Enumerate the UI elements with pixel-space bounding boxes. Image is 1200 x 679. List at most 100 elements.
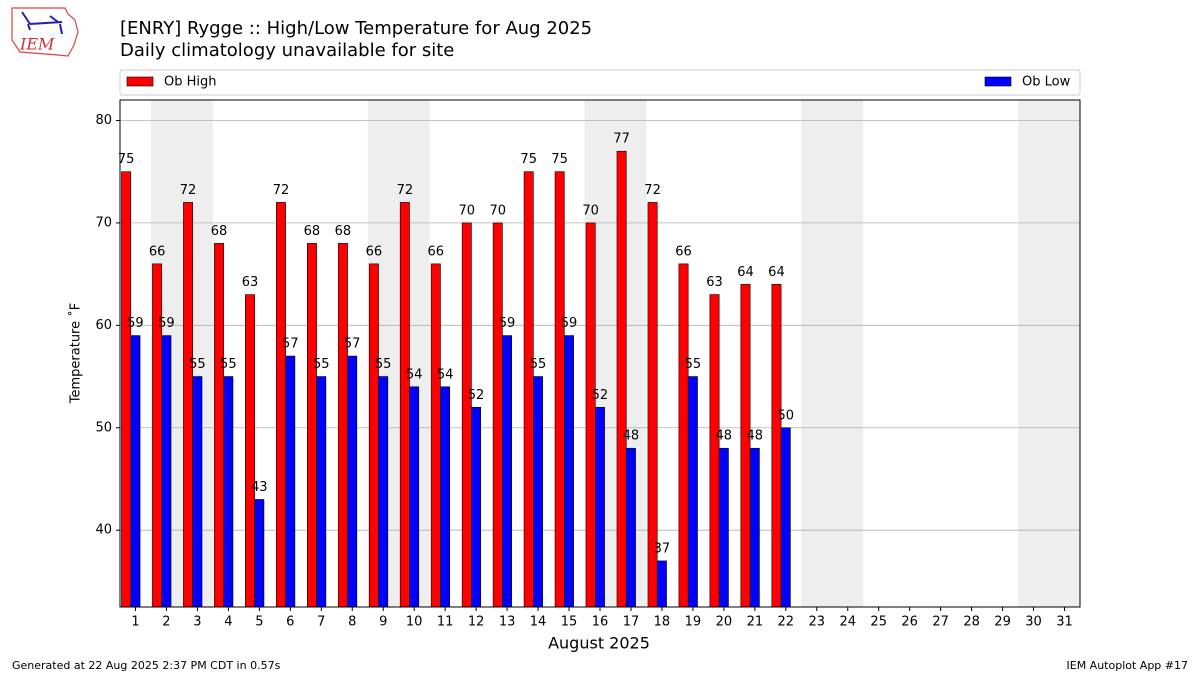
x-tick-label: 14 — [530, 615, 547, 630]
data-label: 72 — [644, 183, 661, 198]
x-tick-label: 1 — [131, 615, 139, 630]
data-label: 52 — [468, 388, 485, 403]
bar — [780, 427, 791, 608]
x-tick-label: 5 — [255, 615, 263, 630]
data-label: 55 — [685, 357, 702, 372]
x-tick-label: 24 — [839, 615, 856, 630]
x-tick-label: 21 — [747, 615, 764, 630]
legend-swatch — [126, 76, 154, 87]
x-tick-label: 17 — [623, 615, 640, 630]
data-label: 59 — [561, 316, 578, 331]
bar — [492, 222, 503, 608]
data-label: 57 — [282, 337, 299, 352]
data-label: 55 — [313, 357, 330, 372]
bar — [687, 376, 698, 608]
bar — [461, 222, 472, 608]
bar — [585, 222, 596, 608]
x-tick-label: 30 — [1025, 615, 1042, 630]
data-label: 54 — [406, 367, 423, 382]
logo-text: IEM — [19, 35, 55, 54]
bar — [771, 284, 782, 608]
legend-swatch — [984, 76, 1012, 87]
data-label: 59 — [499, 316, 516, 331]
data-label: 57 — [344, 337, 361, 352]
legend-label: Ob Low — [1022, 75, 1071, 90]
bar — [316, 376, 327, 608]
data-label: 77 — [613, 132, 630, 147]
x-tick-label: 15 — [561, 615, 578, 630]
data-label: 70 — [459, 203, 476, 218]
data-label: 68 — [335, 224, 352, 239]
x-tick-label: 31 — [1056, 615, 1073, 630]
bar — [183, 202, 194, 608]
data-label: 72 — [397, 183, 414, 198]
bar — [130, 335, 141, 608]
data-label: 68 — [304, 224, 321, 239]
bar — [718, 447, 729, 608]
data-label: 66 — [675, 244, 692, 259]
chart-title: [ENRY] Rygge :: High/Low Temperature for… — [120, 18, 592, 39]
data-label: 48 — [623, 429, 640, 444]
x-tick-label: 4 — [224, 615, 232, 630]
x-tick-label: 29 — [994, 615, 1011, 630]
x-tick-label: 19 — [685, 615, 702, 630]
bar — [656, 560, 667, 608]
x-tick-label: 11 — [437, 615, 454, 630]
logo-icon — [21, 11, 63, 35]
x-tick-label: 3 — [193, 615, 201, 630]
bar — [502, 335, 512, 608]
bar — [245, 294, 255, 608]
bar — [368, 263, 379, 608]
x-tick-label: 12 — [468, 615, 485, 630]
data-label: 59 — [158, 316, 175, 331]
bar — [223, 376, 234, 608]
bar — [523, 171, 534, 608]
bar — [533, 376, 543, 608]
bar — [306, 243, 317, 608]
chart-subtitle: Daily climatology unavailable for site — [120, 40, 454, 61]
bar — [616, 150, 627, 608]
bar — [471, 406, 482, 608]
data-label: 72 — [180, 183, 197, 198]
bar — [440, 386, 451, 608]
data-label: 55 — [530, 357, 547, 372]
data-label: 70 — [489, 203, 506, 218]
bar — [430, 263, 441, 608]
data-label: 55 — [220, 357, 237, 372]
bar — [285, 355, 296, 608]
footer-right: IEM Autoplot App #17 — [1067, 659, 1189, 672]
weekend-band — [1018, 100, 1080, 607]
bar — [337, 243, 348, 608]
y-tick-label: 70 — [95, 215, 112, 230]
bar — [740, 284, 751, 608]
data-label: 75 — [551, 152, 568, 167]
x-tick-label: 23 — [809, 615, 826, 630]
bar — [709, 294, 720, 608]
data-label: 64 — [737, 265, 754, 280]
data-label: 43 — [251, 480, 268, 495]
data-label: 37 — [654, 541, 671, 556]
data-label: 55 — [375, 357, 392, 372]
bar — [564, 335, 574, 608]
data-label: 68 — [211, 224, 228, 239]
bar — [254, 499, 265, 608]
footer-left: Generated at 22 Aug 2025 2:37 PM CDT in … — [12, 659, 281, 672]
data-label: 63 — [242, 275, 259, 290]
bar — [192, 376, 203, 608]
x-tick-label: 27 — [932, 615, 949, 630]
plot-frame — [119, 99, 1081, 608]
bar — [594, 406, 605, 608]
x-tick-label: 16 — [592, 615, 609, 630]
y-tick-label: 60 — [95, 318, 112, 333]
data-label: 75 — [520, 152, 537, 167]
x-tick-label: 22 — [778, 615, 795, 630]
data-label: 52 — [592, 388, 609, 403]
logo: IEM — [11, 7, 79, 57]
data-label: 59 — [127, 316, 144, 331]
bar — [409, 386, 420, 608]
legend-label: Ob High — [164, 75, 217, 90]
data-label: 72 — [273, 183, 290, 198]
bar — [161, 335, 172, 608]
bar — [347, 355, 358, 608]
x-tick-label: 7 — [317, 615, 325, 630]
